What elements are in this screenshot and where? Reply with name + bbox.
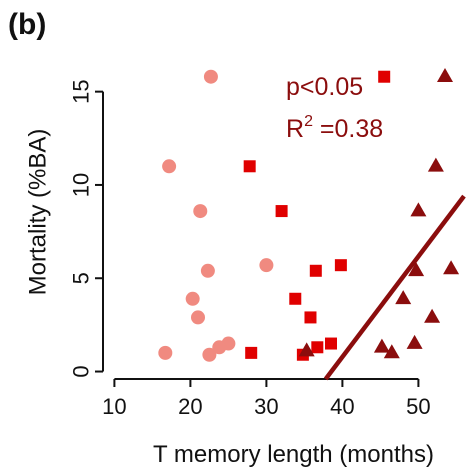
data-points [158, 68, 460, 362]
p-value-annotation: p<0.05 [286, 73, 363, 101]
data-point-triangle [408, 262, 425, 277]
data-point-triangle [406, 334, 423, 349]
data-point-triangle [443, 260, 460, 275]
data-point-square [245, 346, 258, 359]
data-point-square [325, 337, 337, 350]
data-point-circle [185, 291, 200, 306]
data-point-triangle [410, 202, 427, 217]
data-point-circle [162, 159, 177, 174]
y-tick-label: 10 [69, 173, 94, 197]
data-point-circle [158, 345, 173, 360]
data-point-square [304, 311, 317, 324]
y-axis-label: Mortality (%BA) [25, 129, 52, 296]
r2-prefix: R [286, 115, 304, 143]
x-tick-label: 50 [406, 394, 430, 419]
y-tick-label: 5 [69, 272, 94, 284]
x-tick-label: 20 [178, 394, 202, 419]
data-point-square [243, 160, 256, 173]
data-point-square [334, 259, 347, 272]
panel-label: (b) [8, 8, 46, 41]
data-point-circle [259, 258, 274, 273]
data-point-circle [191, 310, 205, 325]
y-tick-label: 0 [69, 365, 94, 377]
x-ticks: 10 20 30 40 50 [102, 379, 431, 419]
data-point-circle [203, 69, 218, 84]
x-axis-label: T memory length (months) [153, 441, 434, 468]
y-tick-label: 15 [69, 79, 94, 103]
data-point-triangle [437, 68, 453, 83]
data-point-triangle [383, 344, 400, 359]
data-point-square [289, 292, 302, 305]
data-point-square [311, 341, 324, 354]
r2-value: =0.38 [313, 115, 383, 143]
x-tick-label: 30 [254, 394, 278, 419]
data-point-triangle [298, 342, 315, 357]
data-point-circle [202, 347, 217, 362]
regression-line [323, 194, 466, 381]
x-tick-label: 40 [330, 394, 354, 419]
x-tick-label: 10 [102, 394, 126, 419]
data-point-triangle [427, 157, 444, 172]
data-point-circle [200, 263, 215, 278]
r-squared-annotation: R2 =0.38 [286, 113, 383, 143]
data-point-triangle [395, 290, 412, 305]
data-point-circle [193, 204, 208, 219]
y-ticks: 0 5 10 15 [69, 79, 103, 378]
data-point-triangle [424, 308, 441, 323]
data-point-triangle [373, 338, 390, 353]
data-point-square [378, 70, 391, 83]
data-point-circle [221, 336, 236, 351]
r2-superscript: 2 [304, 113, 313, 130]
data-point-square [275, 205, 288, 218]
data-point-square [309, 264, 322, 277]
